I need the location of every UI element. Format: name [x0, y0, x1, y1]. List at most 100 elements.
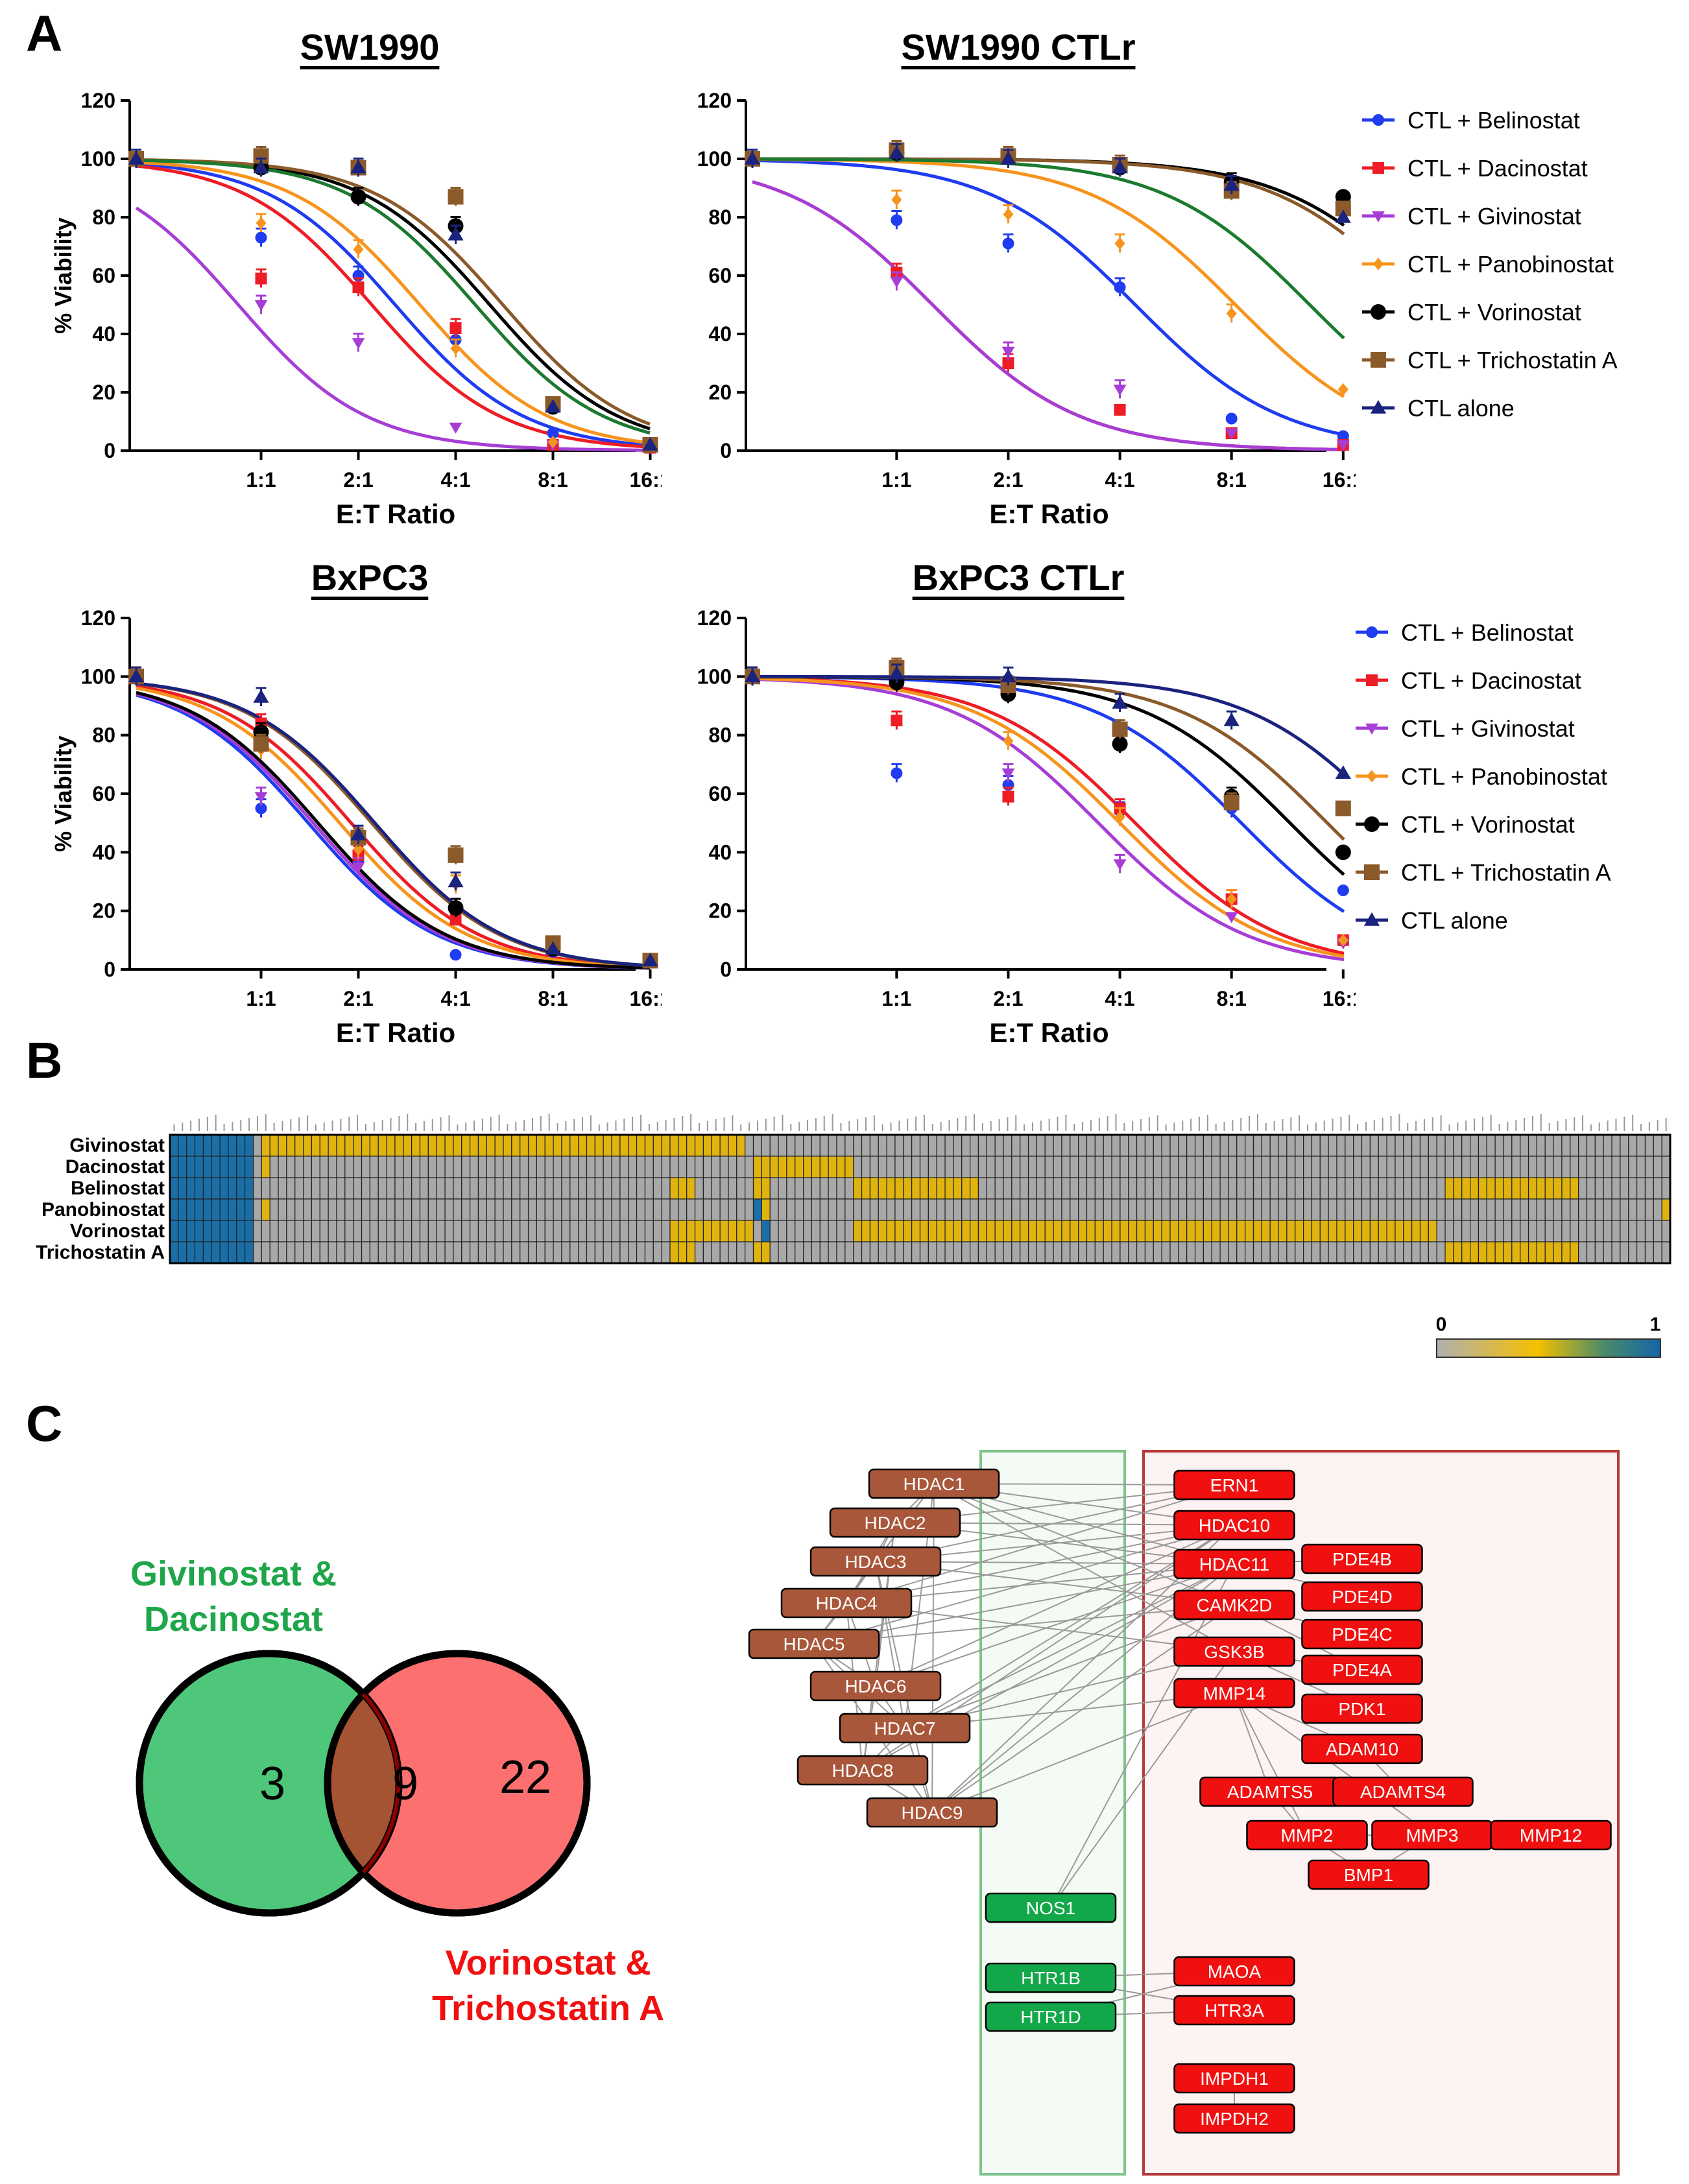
- heatmap-cell: [319, 1177, 329, 1200]
- heatmap-cell: [603, 1156, 612, 1178]
- heatmap-cell: [653, 1220, 662, 1242]
- heatmap-cell: [178, 1241, 187, 1264]
- data-point-ctl-dacinostat: [891, 715, 903, 727]
- heatmap-cell: [769, 1220, 779, 1242]
- heatmap-cell: [1061, 1134, 1071, 1157]
- heatmap-cell: [752, 1241, 762, 1264]
- heatmap-cell: [944, 1198, 954, 1221]
- heatmap-cell: [278, 1198, 287, 1221]
- heatmap-cell: [694, 1177, 704, 1200]
- heatmap-cell: [594, 1177, 604, 1200]
- node-label-pde4b: PDE4B: [1332, 1549, 1392, 1569]
- heatmap-cell: [453, 1134, 462, 1157]
- heatmap-cell: [1536, 1220, 1546, 1242]
- heatmap-cell: [811, 1177, 821, 1200]
- venn-left-label-2: Dacinostat: [144, 1600, 323, 1639]
- heatmap-cell: [1586, 1220, 1596, 1242]
- node-label-hdac1: HDAC1: [904, 1474, 965, 1494]
- heatmap-cell: [1070, 1241, 1079, 1264]
- heatmap-cell: [1603, 1134, 1612, 1157]
- heatmap-cell: [286, 1220, 296, 1242]
- heatmap-cell: [294, 1198, 304, 1221]
- heatmap-cell: [344, 1134, 354, 1157]
- x-tick-label: 16:1: [1323, 468, 1356, 492]
- heatmap-cell: [853, 1134, 863, 1157]
- heatmap-cell: [211, 1220, 221, 1242]
- heatmap-cell: [1578, 1177, 1588, 1200]
- heatmap-cell: [1111, 1241, 1121, 1264]
- heatmap-cell: [261, 1134, 270, 1157]
- heatmap-cell: [1286, 1177, 1296, 1200]
- fit-curve-ctl-panobinostat: [752, 158, 1345, 398]
- heatmap-cell: [1620, 1177, 1629, 1200]
- heatmap-cell: [1378, 1241, 1387, 1264]
- heatmap-cell: [1544, 1134, 1554, 1157]
- heatmap-cell: [278, 1177, 287, 1200]
- heatmap-cell: [578, 1156, 588, 1178]
- heatmap-cell: [411, 1198, 421, 1221]
- heatmap-cell: [1661, 1134, 1671, 1157]
- fit-curve-ctl-panobinostat: [136, 686, 651, 969]
- heatmap-cell: [1494, 1134, 1504, 1157]
- heatmap-cell: [761, 1156, 771, 1178]
- heatmap-cell: [1186, 1241, 1196, 1264]
- heatmap-cell: [711, 1156, 721, 1178]
- node-htr3a: [1173, 1995, 1295, 2026]
- heatmap-cell: [1161, 1177, 1171, 1200]
- heatmap-cell: [653, 1177, 662, 1200]
- heatmap-cell: [861, 1220, 871, 1242]
- legend-marker-ctl-panobinostat: [1373, 257, 1384, 270]
- data-point-ctl-dacinostat: [1002, 357, 1014, 369]
- heatmap-cell: [1319, 1134, 1329, 1157]
- heatmap-cell: [1361, 1198, 1371, 1221]
- heatmap-cell: [886, 1198, 896, 1221]
- heatmap-cell: [1661, 1241, 1671, 1264]
- heatmap-cell: [469, 1156, 479, 1178]
- heatmap-cell: [252, 1198, 262, 1221]
- node-label-pde4a: PDE4A: [1332, 1660, 1392, 1680]
- heatmap-cell: [536, 1220, 545, 1242]
- data-point-ctl-panobinostat: [1003, 735, 1014, 748]
- legend-label-ctl-belinostat: CTL + Belinostat: [1408, 107, 1580, 134]
- heatmap-cell: [736, 1241, 746, 1264]
- heatmap-cell: [1219, 1156, 1229, 1178]
- heatmap-cell: [1628, 1156, 1638, 1178]
- heatmap-cell: [1153, 1220, 1162, 1242]
- y-tick-label: 40: [92, 322, 115, 346]
- heatmap-cell: [944, 1177, 954, 1200]
- data-point-ctl-alone: [1335, 209, 1351, 223]
- heatmap-cell: [419, 1177, 429, 1200]
- heatmap-cell: [303, 1134, 313, 1157]
- heatmap-cell: [1511, 1177, 1521, 1200]
- heatmap-cell: [911, 1134, 921, 1157]
- heatmap-cell: [1011, 1156, 1021, 1178]
- heatmap-cell: [427, 1177, 437, 1200]
- heatmap-cell: [1278, 1177, 1288, 1200]
- x-tick-label: 4:1: [440, 468, 470, 492]
- heatmap-cell: [1361, 1134, 1371, 1157]
- heatmap-cell: [1245, 1198, 1254, 1221]
- y-tick-label: 20: [708, 381, 732, 404]
- legend-marker-ctl-dacinostat: [1366, 674, 1378, 686]
- heatmap-cell: [553, 1198, 562, 1221]
- data-point-ctl-givinostat: [449, 422, 462, 434]
- heatmap-cell: [686, 1156, 696, 1178]
- heatmap-cell: [819, 1156, 829, 1178]
- heatmap-cell: [536, 1241, 545, 1264]
- heatmap-cell: [1611, 1241, 1621, 1264]
- data-point-ctl-belinostat: [1337, 884, 1349, 897]
- heatmap-cell: [669, 1156, 679, 1178]
- heatmap-cell: [1178, 1156, 1188, 1178]
- heatmap-cell: [986, 1220, 996, 1242]
- heatmap-cell: [1094, 1156, 1104, 1178]
- node-hdac10: [1173, 1510, 1295, 1541]
- heatmap-cell: [1628, 1220, 1638, 1242]
- legend-marker-ctl-vorinostat: [1371, 304, 1386, 320]
- heatmap-cell: [802, 1156, 813, 1178]
- heatmap-cell: [1536, 1177, 1546, 1200]
- heatmap-cell: [911, 1156, 921, 1178]
- legend-label-ctl-vorinostat: CTL + Vorinostat: [1401, 811, 1575, 838]
- heatmap-cell: [1553, 1198, 1563, 1221]
- heatmap-cell: [728, 1134, 737, 1157]
- heatmap-cell: [178, 1156, 187, 1178]
